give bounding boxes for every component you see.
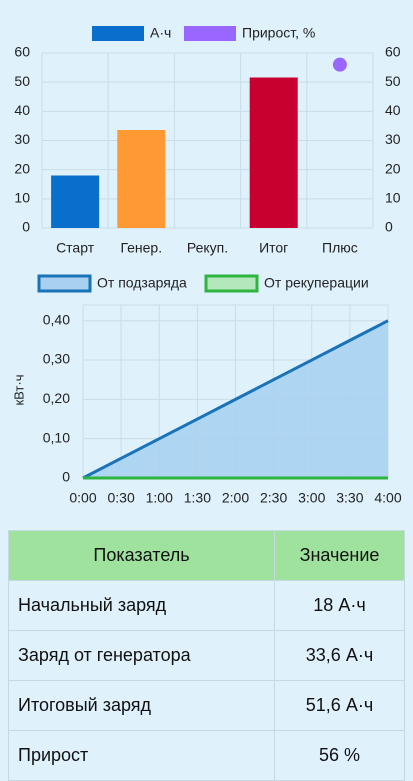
summary-table: Показатель Значение Начальный заряд 18 А·ч…: [8, 530, 405, 781]
y-tick-label: 30: [14, 131, 30, 147]
table-row: Прирост 56 %: [8, 730, 405, 781]
table-cell: Прирост: [8, 730, 275, 781]
y-tick-label: 0: [22, 219, 30, 235]
table-cell: Итоговый заряд: [8, 680, 275, 731]
y2-tick-label: 0: [385, 219, 393, 235]
y-tick-label: 0,30: [43, 351, 70, 367]
x-tick-label: Плюс: [322, 240, 358, 256]
point: [332, 57, 347, 72]
x-tick-label: Генер.: [120, 240, 162, 256]
y-tick-label: 0: [62, 469, 70, 485]
x-tick-label: 1:00: [146, 490, 173, 506]
table-cell: 18 А·ч: [274, 580, 405, 631]
table-header: Показатель Значение: [8, 530, 405, 581]
table-row: Итоговый заряд 51,6 А·ч: [8, 680, 405, 731]
header-cell: Значение: [274, 530, 405, 581]
table-cell: Заряд от генератора: [8, 630, 275, 681]
legend-swatch: [92, 26, 144, 41]
x-tick-label: Рекуп.: [187, 240, 228, 256]
y2-tick-label: 60: [385, 44, 401, 60]
legend-label: От рекуперации: [264, 275, 369, 291]
table-cell: 33,6 А·ч: [274, 630, 405, 681]
line-chart: кВт·ч 0:00 0:30 1:00 1:30 2:00 2:30 3:00 3:30 4:…: [11, 274, 402, 506]
legend-swatch: [184, 26, 236, 41]
x-tick-label: Старт: [56, 240, 95, 256]
x-tick-label: 4:00: [374, 490, 401, 506]
y-axis-label: кВт·ч: [11, 375, 26, 406]
y-tick-label: 60: [14, 44, 30, 60]
x-tick-label: 1:30: [184, 490, 211, 506]
table-cell: 51,6 А·ч: [274, 680, 405, 731]
table-row: Начальный заряд 18 А·ч: [8, 580, 405, 631]
x-tick-label: 2:30: [260, 490, 287, 506]
y-tick-label: 0,20: [43, 390, 70, 406]
bar: [117, 130, 166, 228]
line: [82, 319, 389, 480]
x-tick-label: Итог: [259, 240, 288, 256]
x-tick-label: 2:00: [222, 490, 249, 506]
y-tick-label: 40: [14, 102, 30, 118]
x-tick-label: 0:30: [108, 490, 135, 506]
table-cell: 56 %: [274, 730, 405, 781]
legend-label: Прирост, %: [242, 25, 315, 41]
y-tick-label: 10: [14, 190, 30, 206]
legend-label: От подзаряда: [97, 275, 187, 291]
y2-tick-label: 10: [385, 190, 401, 206]
x-tick-label: 3:00: [298, 490, 325, 506]
bar: [249, 77, 298, 228]
legend-swatch: [204, 274, 259, 293]
y2-tick-label: 50: [385, 73, 401, 89]
y2-tick-label: 20: [385, 160, 401, 176]
bar-chart: 0 10 20 30 40 50 60 0 10 20 30 40 50 60 Старт Генер. Рек…: [14, 25, 401, 256]
legend-swatch: [37, 274, 92, 293]
y-tick-label: 0,10: [43, 429, 70, 445]
y-tick-label: 20: [14, 160, 30, 176]
y-tick-label: 50: [14, 73, 30, 89]
y-tick-label: 0,40: [43, 311, 70, 327]
table-row: Заряд от генератора 33,6 А·ч: [8, 630, 405, 681]
x-tick-label: 3:30: [336, 490, 363, 506]
table-cell: Начальный заряд: [8, 580, 275, 631]
y2-tick-label: 30: [385, 131, 401, 147]
legend-label: А·ч: [150, 25, 171, 41]
header-cell: Показатель: [8, 530, 275, 581]
x-tick-label: 0:00: [69, 490, 96, 506]
bar: [51, 175, 100, 228]
y2-tick-label: 40: [385, 102, 401, 118]
